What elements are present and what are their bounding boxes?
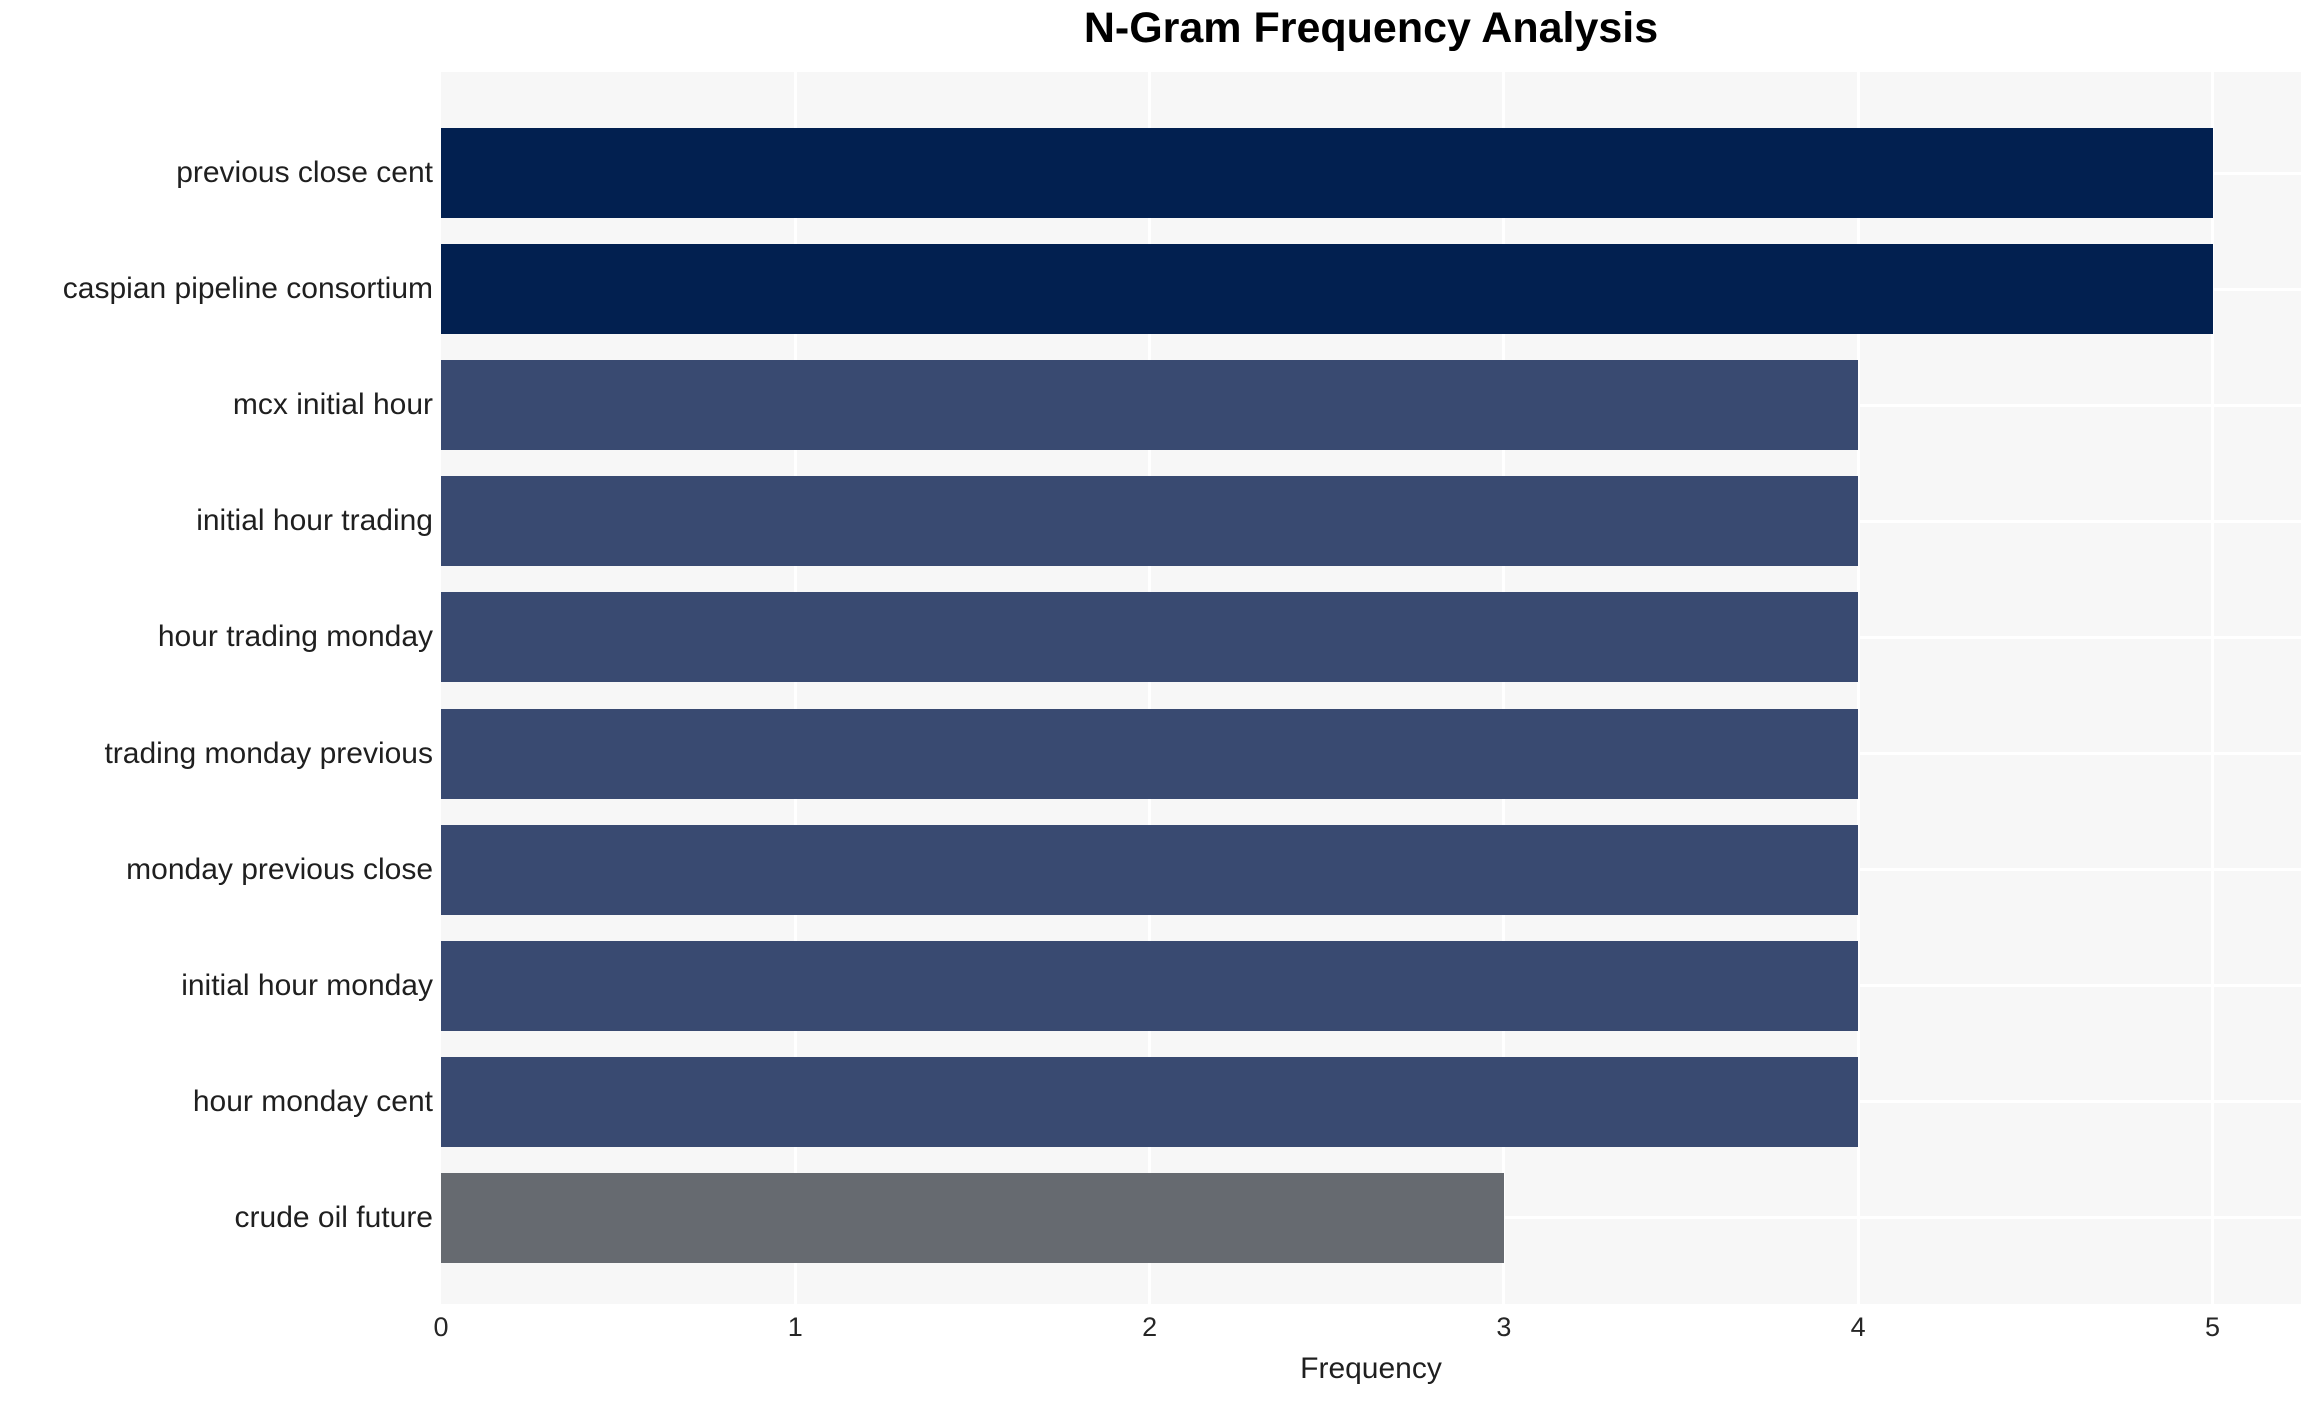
y-tick-label: mcx initial hour bbox=[232, 388, 433, 422]
y-tick-label: crude oil future bbox=[234, 1200, 433, 1234]
bar-trading-monday-previous bbox=[441, 708, 1859, 799]
y-tick-label: hour trading monday bbox=[157, 620, 433, 654]
plot-area bbox=[441, 72, 2301, 1304]
y-tick-label: monday previous close bbox=[126, 852, 433, 886]
x-tick-label: 0 bbox=[433, 1312, 449, 1342]
x-tick-label: 2 bbox=[1142, 1312, 1158, 1342]
bar-hour-monday-cent bbox=[441, 1056, 1859, 1147]
x-tick-label: 5 bbox=[2204, 1312, 2221, 1342]
bar-previous-close-cent bbox=[441, 128, 2213, 218]
y-tick-label: initial hour trading bbox=[196, 504, 433, 538]
bar-initial-hour-monday bbox=[441, 940, 1859, 1031]
bar-initial-hour-trading bbox=[441, 476, 1859, 567]
chart-title: N-Gram Frequency Analysis bbox=[1083, 4, 1659, 52]
bar-crude-oil-future bbox=[441, 1172, 1504, 1263]
gridline-vertical bbox=[1148, 72, 1152, 1304]
bar-monday-previous-close bbox=[441, 824, 1859, 915]
y-tick-label: caspian pipeline consortium bbox=[62, 272, 433, 306]
bar-mcx-initial-hour bbox=[441, 360, 1859, 451]
y-tick-label: trading monday previous bbox=[104, 736, 433, 770]
y-tick-label: initial hour monday bbox=[181, 968, 433, 1002]
y-tick-label: previous close cent bbox=[176, 156, 433, 189]
gridline-vertical bbox=[793, 72, 797, 1304]
x-axis-title: Frequency bbox=[1300, 1352, 1442, 1385]
gridline-vertical bbox=[1856, 72, 1860, 1304]
x-tick-label: 1 bbox=[787, 1312, 803, 1342]
y-tick-label: hour monday cent bbox=[192, 1084, 433, 1118]
x-tick-label: 4 bbox=[1850, 1312, 1866, 1342]
gridline-vertical bbox=[1502, 72, 1506, 1304]
bar-caspian-pipeline-consortium bbox=[441, 244, 2213, 335]
gridline-vertical bbox=[2211, 72, 2214, 1304]
bar-hour-trading-monday bbox=[441, 592, 1859, 683]
x-tick-label: 3 bbox=[1496, 1312, 1512, 1342]
